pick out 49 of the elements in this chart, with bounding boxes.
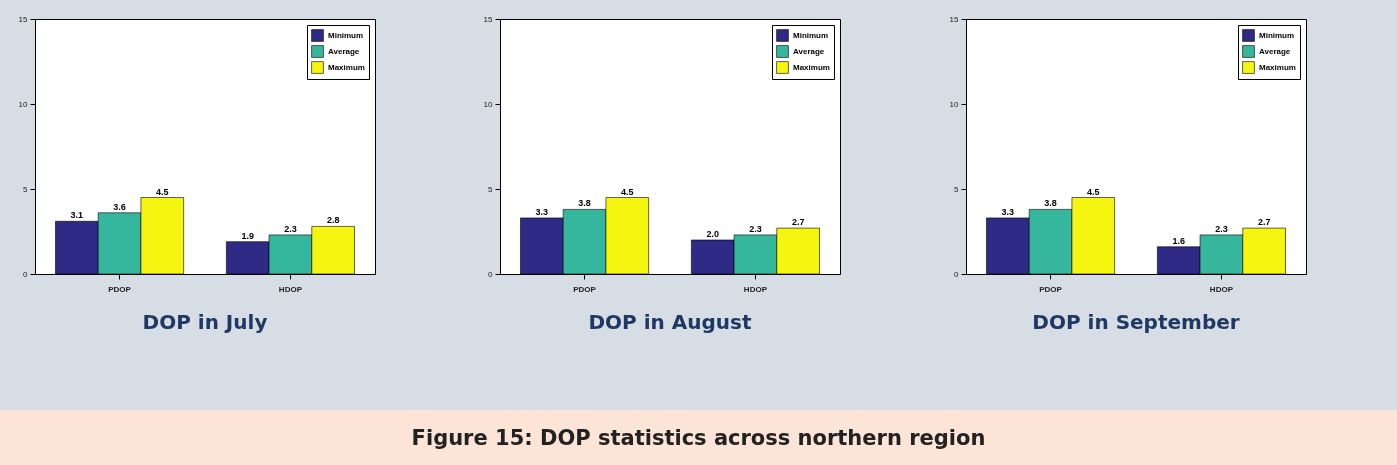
legend-label: Maximum: [1259, 62, 1297, 72]
legend-label: Maximum: [327, 62, 365, 72]
text: DOP in July: [142, 310, 268, 334]
y-tick-label: 0: [954, 269, 960, 279]
data-label: 3.8: [1044, 198, 1057, 209]
data-label: 3.3: [1001, 206, 1015, 217]
data-label: 2.3: [284, 223, 297, 234]
data-label: 3.1: [70, 210, 83, 221]
legend-label: Average: [793, 46, 826, 56]
data-label: 2.0: [706, 229, 720, 239]
caption: Figure 15: DOP statistics across northern region: [411, 425, 986, 450]
text: DOP in September: [1032, 310, 1240, 334]
y-tick-label: 0: [488, 269, 494, 279]
data-label: 2.3: [749, 223, 763, 234]
x-tick-label: HDOP: [744, 284, 769, 294]
x-tick-label: HDOP: [1210, 284, 1234, 294]
data-label: 1.6: [1172, 235, 1186, 246]
y-tick-label: 5: [488, 184, 494, 194]
x-tick-label: HDOP: [278, 284, 303, 294]
y-tick-label: 15: [949, 14, 960, 24]
legend-label: Average: [1259, 46, 1291, 56]
y-tick-label: 10: [484, 99, 494, 109]
data-label: 3.6: [113, 201, 126, 212]
data-label: 2.3: [1215, 223, 1228, 234]
data-label: 2.7: [792, 217, 805, 228]
data-label: 2.8: [326, 215, 340, 226]
legend-label: Minimum: [327, 30, 363, 40]
data-label: 4.5: [155, 186, 169, 197]
data-label: 3.8: [578, 198, 592, 209]
data-label: 4.5: [621, 186, 635, 197]
legend-label: Minimum: [793, 30, 829, 40]
data-label: 1.9: [241, 230, 254, 241]
legend-label: Maximum: [793, 62, 831, 72]
x-tick-label: PDOP: [1039, 284, 1063, 294]
y-tick-label: 10: [949, 99, 960, 109]
x-tick-label: PDOP: [573, 284, 598, 294]
y-tick-label: 5: [22, 184, 28, 194]
y-tick-label: 0: [22, 269, 28, 279]
text: DOP in August: [588, 310, 753, 334]
legend-label: Minimum: [1259, 30, 1295, 40]
legend-label: Average: [327, 46, 360, 56]
data-label: 4.5: [1087, 186, 1100, 197]
data-label: 2.7: [1258, 217, 1271, 228]
data-label: 3.3: [536, 206, 549, 217]
y-tick-label: 15: [18, 14, 28, 24]
x-tick-label: PDOP: [108, 284, 132, 294]
y-tick-label: 10: [18, 99, 28, 109]
y-tick-label: 5: [954, 184, 960, 194]
y-tick-label: 15: [484, 14, 494, 24]
